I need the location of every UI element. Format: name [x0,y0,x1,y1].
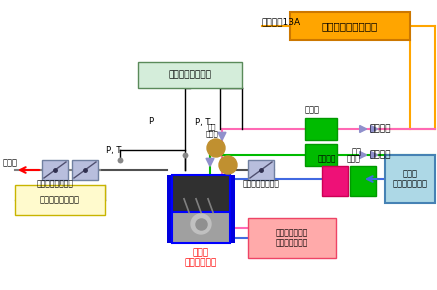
Text: 単気筒
ガスエンジン: 単気筒 ガスエンジン [185,248,217,267]
Text: ガスコンプレッサー: ガスコンプレッサー [322,21,378,31]
Bar [322,166,348,196]
Bar [290,12,410,40]
Text: ガス
バルブ: ガス バルブ [206,123,218,137]
Bar [138,62,242,88]
Circle shape [219,156,237,174]
Text: 主室ガス: 主室ガス [370,151,392,160]
Bar [305,118,337,140]
Text: 都市ガコ13A: 都市ガコ13A [262,17,301,26]
Bar [305,144,337,166]
Text: 空気: 空気 [352,148,362,157]
Bar [72,160,98,180]
Circle shape [191,214,211,234]
Polygon shape [371,126,378,133]
Text: ヒーター: ヒーター [318,155,336,164]
Text: オイル・冷却水
熱交換システム: オイル・冷却水 熱交換システム [276,228,308,248]
Polygon shape [206,158,214,166]
Text: 燃焼解析システム: 燃焼解析システム [169,70,212,79]
Polygon shape [371,151,378,159]
Polygon shape [218,132,226,140]
Bar [172,175,230,212]
Circle shape [207,139,225,157]
Bar [172,212,230,243]
Polygon shape [360,151,367,159]
Text: バタフライバルブ: バタフライバルブ [243,180,280,188]
Text: P: P [148,117,153,126]
Text: 排ガス: 排ガス [3,159,18,168]
Bar [248,160,274,180]
Bar [42,160,68,180]
Text: 減圧弁: 減圧弁 [347,155,361,164]
Text: 排気分析システム: 排気分析システム [40,195,80,204]
Bar [167,175,174,243]
Text: P, T: P, T [106,146,121,155]
Text: 副室ガス: 副室ガス [370,124,392,133]
Bar [385,155,435,203]
Text: エアー
コンプレッサー: エアー コンプレッサー [392,169,427,189]
Bar [248,218,336,258]
Text: P, T: P, T [195,117,210,126]
Bar [15,185,105,215]
Text: 減圧弁: 減圧弁 [305,106,320,115]
Text: バタフライバルブ: バタフライバルブ [37,180,73,188]
Bar [350,166,376,196]
Bar [228,175,235,243]
Polygon shape [360,126,367,133]
